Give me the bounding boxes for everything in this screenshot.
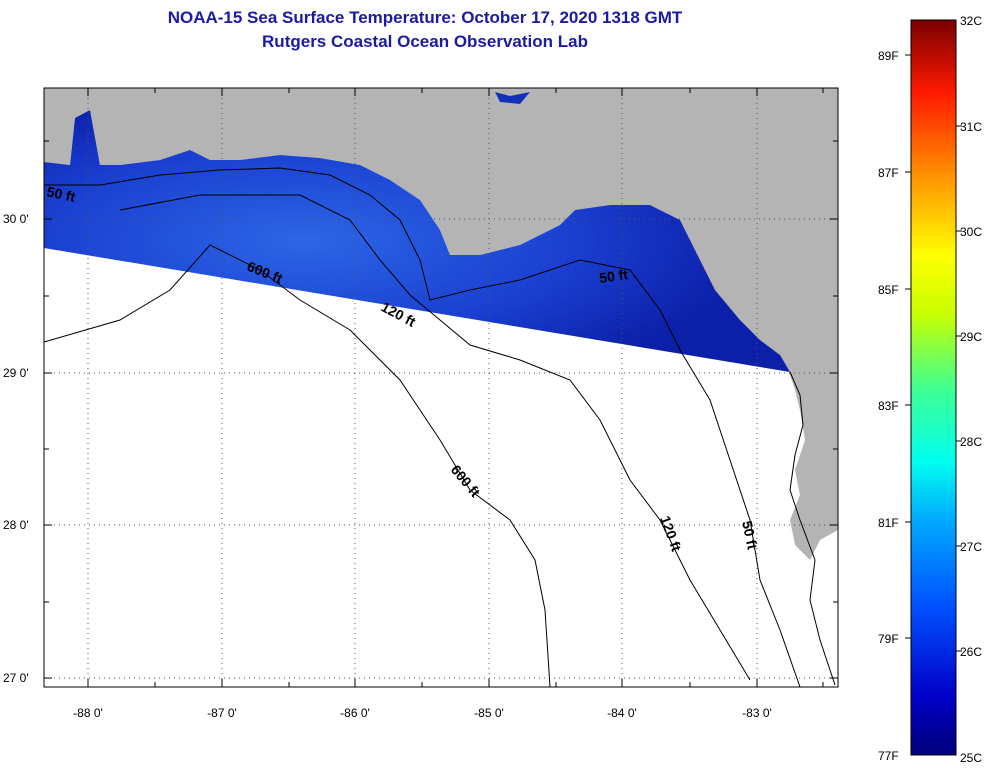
contour-120ft [119,194,751,681]
lon-label-86: -86 0' [340,706,370,720]
colorbar-scale [910,19,957,756]
map-subtitle: Rutgers Coastal Ocean Observation Lab [262,32,588,51]
contour-label-50ft-west: 50 ft [45,183,77,205]
lon-label-83: -83 0' [742,706,772,720]
colorbar-label-28c: 28C [960,435,982,449]
colorbar-label-30c: 30C [960,225,982,239]
colorbar-label-29c: 29C [960,330,982,344]
contour-600ft [44,244,551,687]
map-title: NOAA-15 Sea Surface Temperature: October… [167,8,683,27]
colorbar-label-25c: 25C [960,751,982,765]
lat-label-30: 30 0' [3,212,29,226]
colorbar-label-77f: 77F [878,749,899,763]
lon-label-84: -84 0' [607,706,637,720]
contour-50ft [44,167,801,687]
plot-frame [43,87,839,688]
land-mass [44,88,838,560]
colorbar-label-83f: 83F [878,399,899,413]
florida-coastline [789,371,836,686]
colorbar-label-26c: 26C [960,645,982,659]
lat-label-27: 27 0' [3,671,29,685]
lon-label-85: -85 0' [474,706,504,720]
temperature-colorbar: 32C 31C 30C 29C 28C 27C 26C 25C 89F 87F … [878,14,982,765]
sst-swath [44,110,790,372]
lon-label-87: -87 0' [207,706,237,720]
colorbar-label-32c: 32C [960,14,982,28]
axis-ticks [44,88,838,687]
lon-label-88: -88 0' [73,706,103,720]
lat-label-29: 29 0' [3,366,29,380]
lat-label-28: 28 0' [3,518,29,532]
lake-patch [495,92,530,104]
map-plot-area: 50 ft 600 ft 120 ft 50 ft 600 ft 120 ft … [44,88,838,687]
colorbar-label-27c: 27C [960,540,982,554]
colorbar-label-81f: 81F [878,516,899,530]
colorbar-label-79f: 79F [878,632,899,646]
contour-label-50ft-south: 50 ft [739,519,761,551]
colorbar-label-89f: 89F [878,49,899,63]
colorbar-label-87f: 87F [878,166,899,180]
contour-label-50ft-east: 50 ft [598,266,629,286]
colorbar-label-85f: 85F [878,283,899,297]
colorbar-label-31c: 31C [960,120,982,134]
